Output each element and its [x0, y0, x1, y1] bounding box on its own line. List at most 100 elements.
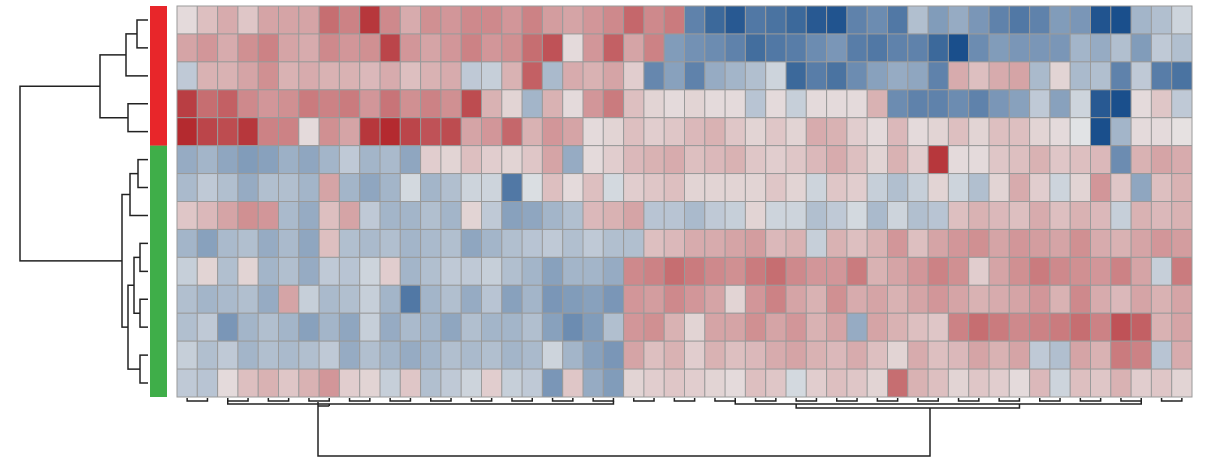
heatmap-cell [1171, 368, 1193, 398]
heatmap-cell [481, 201, 503, 230]
heatmap-cell [1150, 201, 1173, 230]
heatmap-cell [887, 89, 909, 119]
heatmap-cell [298, 117, 320, 147]
heatmap-cell [278, 201, 300, 230]
heatmap-cell [1150, 33, 1173, 63]
heatmap-cell [420, 61, 442, 91]
heatmap-cell [460, 256, 483, 286]
dendrogram-branch [734, 401, 1142, 405]
heatmap-cell [1049, 5, 1071, 35]
heatmap-cell [643, 173, 665, 203]
heatmap-cell [1171, 5, 1193, 35]
heatmap-cell [521, 89, 543, 119]
heatmap-cell [338, 368, 361, 398]
heatmap-cell [541, 61, 564, 91]
heatmap-cell [562, 89, 584, 119]
heatmap-cell [927, 340, 949, 370]
heatmap-cell [318, 284, 340, 314]
heatmap-cell [968, 173, 990, 203]
heatmap-cell [684, 228, 706, 258]
heatmap-cell [947, 5, 970, 35]
heatmap-cell [420, 117, 442, 147]
heatmap-cell [927, 201, 949, 230]
heatmap-cell [1069, 61, 1091, 91]
heatmap-cell [440, 61, 462, 91]
heatmap-cell [460, 5, 483, 35]
heatmap-cell [1029, 117, 1051, 147]
heatmap-cell [663, 89, 686, 119]
heatmap-cell [785, 368, 807, 398]
heatmap-cell [846, 145, 868, 175]
heatmap-cell [521, 340, 543, 370]
heatmap-cell [1090, 368, 1112, 398]
heatmap-cell [602, 89, 625, 119]
heatmap-cell [338, 340, 361, 370]
heatmap-cell [623, 117, 645, 147]
heatmap-cell [521, 5, 543, 35]
heatmap-cell [1069, 228, 1091, 258]
heatmap-cell [176, 284, 198, 314]
heatmap-cell [765, 33, 787, 63]
heatmap-cell [846, 117, 868, 147]
heatmap-cell [399, 201, 422, 230]
heatmap-cell [399, 5, 422, 35]
heatmap-cell [176, 340, 198, 370]
heatmap-cell [846, 228, 868, 258]
heatmap-cell [785, 284, 807, 314]
heatmap-cell [176, 61, 198, 91]
heatmap-cell [420, 312, 442, 342]
heatmap-cell [826, 340, 848, 370]
heatmap-cell [1110, 61, 1132, 91]
heatmap-cell [1029, 312, 1051, 342]
heatmap-cell [663, 33, 686, 63]
heatmap-cell [927, 145, 949, 175]
heatmap-cell [1049, 256, 1071, 286]
heatmap-cell [1150, 368, 1173, 398]
heatmap-cell [887, 173, 909, 203]
heatmap-cell [968, 5, 990, 35]
heatmap-cell [907, 201, 929, 230]
heatmap-cell [582, 201, 604, 230]
heatmap-cell [663, 201, 686, 230]
heatmap-cell [744, 368, 767, 398]
heatmap-cell [1090, 228, 1112, 258]
heatmap-cell [399, 89, 422, 119]
heatmap-cell [1090, 145, 1112, 175]
heatmap-cell [338, 89, 361, 119]
heatmap-cell [440, 33, 462, 63]
heatmap-cell [1090, 173, 1112, 203]
heatmap-cell [399, 228, 422, 258]
heatmap-cell [1150, 173, 1173, 203]
heatmap-cell [704, 228, 726, 258]
heatmap-cell [257, 33, 280, 63]
heatmap-cell [684, 117, 706, 147]
row-dendrogram [19, 19, 148, 384]
dendrogram-branch [227, 401, 615, 405]
heatmap-cell [785, 33, 807, 63]
heatmap-cell [826, 89, 848, 119]
heatmap-cell [318, 33, 340, 63]
heatmap-cell [379, 284, 401, 314]
heatmap-cell [338, 228, 361, 258]
heatmap-cell [704, 284, 726, 314]
heatmap-cell [481, 89, 503, 119]
heatmap-cell [744, 33, 767, 63]
heatmap-cell [1110, 201, 1132, 230]
heatmap-cell [826, 61, 848, 91]
heatmap-cell [846, 61, 868, 91]
heatmap-cell [1130, 173, 1152, 203]
heatmap-cell [744, 145, 767, 175]
heatmap-cell [704, 340, 726, 370]
heatmap-cell [278, 5, 300, 35]
heatmap-cell [1130, 284, 1152, 314]
heatmap-cell [623, 228, 645, 258]
heatmap-cell [947, 312, 970, 342]
heatmap-cell [907, 256, 929, 286]
heatmap-cell [785, 145, 807, 175]
heatmap-cell [1069, 173, 1091, 203]
heatmap-cell [257, 312, 280, 342]
heatmap-cell [521, 312, 543, 342]
heatmap-cell [785, 256, 807, 286]
heatmap-cell [826, 33, 848, 63]
heatmap-cell [846, 5, 868, 35]
